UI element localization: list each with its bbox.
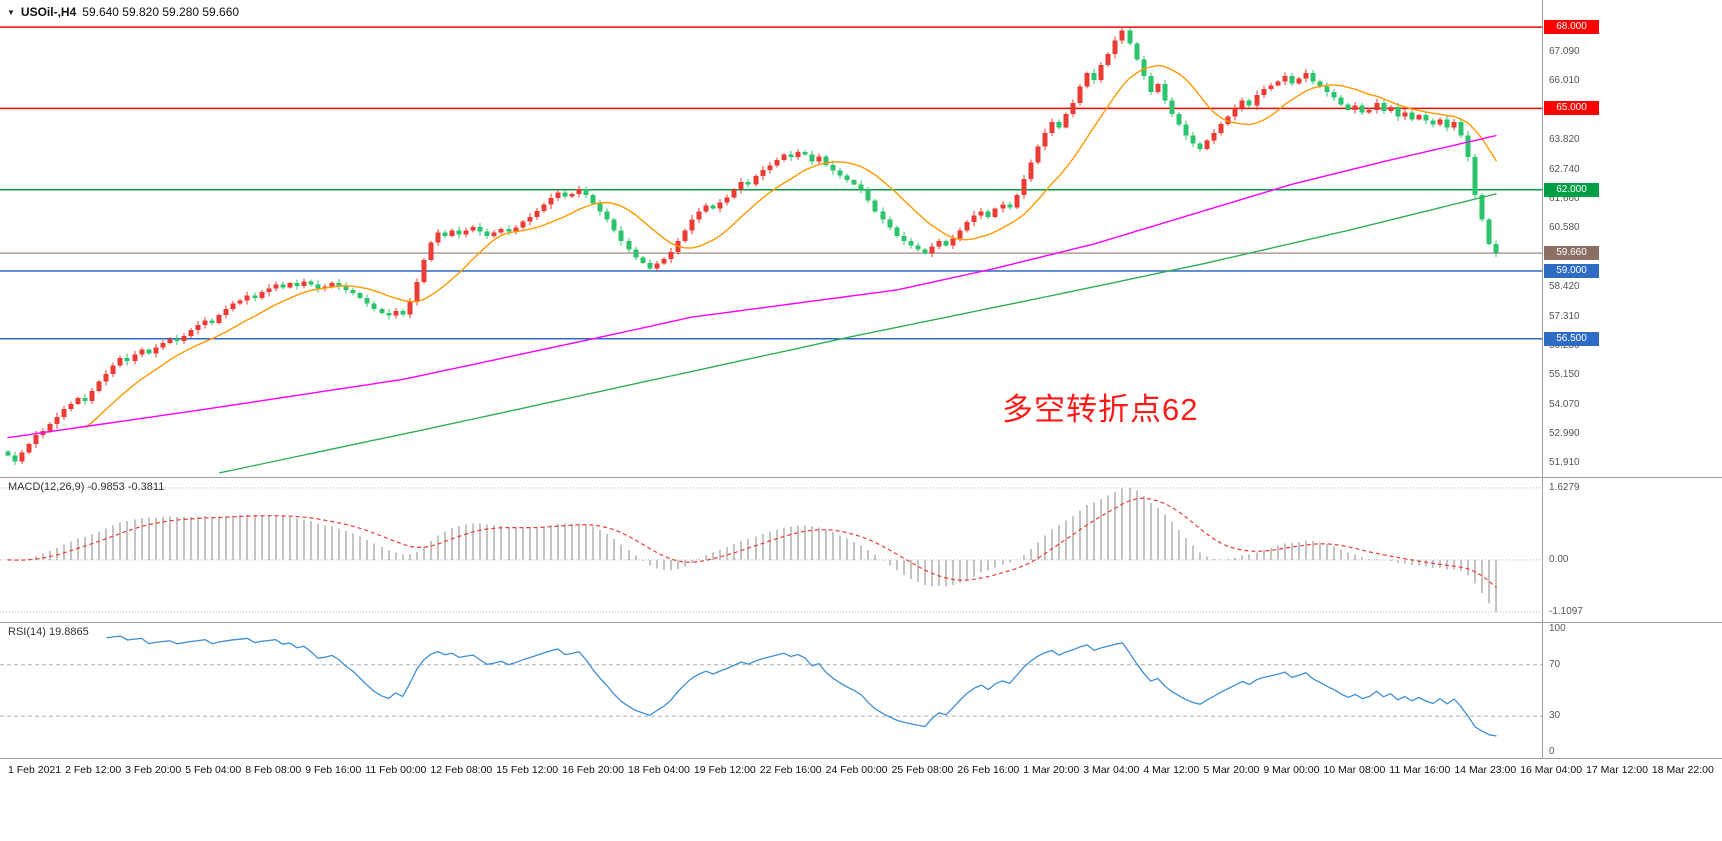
- price-badge-65.000: 65.000: [1544, 101, 1599, 116]
- macd-plot-area[interactable]: MACD(12,26,9) -0.9853 -0.3811: [0, 478, 1542, 622]
- rsi-label: RSI(14): [8, 626, 46, 638]
- time-axis-label: 3 Mar 04:00: [1083, 764, 1140, 776]
- horizontal-level-lines[interactable]: [0, 26, 1542, 340]
- price-tick-label: 54.070: [1549, 398, 1580, 410]
- rsi-tick-label: 100: [1549, 623, 1566, 634]
- price-tick-label: 55.150: [1549, 369, 1580, 381]
- time-axis-label: 1 Feb 2021: [8, 764, 62, 776]
- price-tick-label: 58.420: [1549, 280, 1580, 292]
- time-axis-label: 12 Feb 08:00: [430, 764, 493, 776]
- macd-axis[interactable]: 1.6279 0.00 -1.1097: [1542, 478, 1722, 622]
- time-axis-label: 24 Feb 00:00: [825, 764, 888, 776]
- time-axis-label: 11 Feb 00:00: [365, 764, 427, 776]
- macd-signal-line: [7, 497, 1497, 589]
- time-axis-label: 1 Mar 20:00: [1023, 764, 1080, 776]
- rsi-indicator-label: RSI(14) 19.8865: [8, 626, 89, 638]
- rsi-panel: RSI(14) 19.8865 100 70 30 0: [0, 622, 1722, 758]
- chart-annotation-text[interactable]: 多空转折点62: [1002, 392, 1199, 427]
- price-badge-59.000: 59.000: [1544, 264, 1599, 279]
- candlesticks[interactable]: [5, 27, 1499, 465]
- time-axis-label: 3 Feb 20:00: [125, 764, 182, 776]
- macd-chart-svg[interactable]: [0, 478, 1542, 622]
- rsi-tick-label: 0: [1549, 746, 1555, 757]
- price-tick-label: 57.310: [1549, 310, 1580, 322]
- time-axis-label: 10 Mar 08:00: [1323, 764, 1386, 776]
- price-badge-68.000: 68.000: [1544, 20, 1599, 35]
- rsi-level-lines: [0, 664, 1542, 717]
- rsi-line: [106, 635, 1497, 737]
- macd-zero-label: 0.00: [1549, 553, 1569, 565]
- time-axis-label: 18 Feb 04:00: [628, 764, 690, 776]
- time-axis-label: 26 Feb 16:00: [957, 764, 1020, 776]
- time-axis-label: 22 Feb 16:00: [759, 764, 822, 776]
- time-axis-label: 4 Mar 12:00: [1143, 764, 1200, 776]
- rsi-tick-label: 30: [1549, 710, 1561, 722]
- symbol-info-bar: ▼ USOil-,H4 59.640 59.820 59.280 59.660: [7, 5, 239, 19]
- bottom-margin: [0, 784, 1722, 841]
- ma-medium-line: [7, 134, 1497, 439]
- time-axis-label: 11 Mar 16:00: [1389, 764, 1451, 776]
- time-axis-label: 9 Feb 16:00: [305, 764, 362, 776]
- price-tick-label: 52.990: [1549, 427, 1580, 439]
- time-axis-label: 5 Feb 04:00: [185, 764, 242, 776]
- price-tick-label: 60.580: [1549, 222, 1580, 234]
- price-axis[interactable]: 67.090 66.010 63.820 62.740 61.660 60.580 58.4…: [1542, 0, 1722, 477]
- price-tick-label: 62.740: [1549, 163, 1580, 175]
- time-axis-label: 19 Feb 12:00: [693, 764, 756, 776]
- price-tick-label: 67.090: [1549, 45, 1580, 57]
- ohlc-values: 59.640 59.820 59.280 59.660: [82, 5, 240, 19]
- ma-fast-line: [84, 64, 1498, 429]
- time-axis-label: 2 Feb 12:00: [65, 764, 122, 776]
- symbol-dropdown-icon[interactable]: ▼: [7, 7, 15, 17]
- time-axis-label: 16 Feb 20:00: [562, 764, 625, 776]
- time-axis-label: 15 Feb 12:00: [496, 764, 559, 776]
- time-axis-label: 18 Mar 22:00: [1651, 764, 1714, 776]
- price-panel: 多空转折点62 67.090 66.010 63.820 62.740 61.660 60…: [0, 0, 1722, 477]
- price-badge-62.000: 62.000: [1544, 182, 1599, 197]
- time-axis[interactable]: 1 Feb 2021 2 Feb 12:00 3 Feb 20:00 5 Feb 04…: [0, 758, 1722, 784]
- macd-min-label: -1.1097: [1549, 606, 1583, 618]
- time-axis-label: 25 Feb 08:00: [891, 764, 954, 776]
- current-price-badge: 59.660: [1544, 246, 1599, 261]
- time-axis-label: 16 Mar 04:00: [1520, 764, 1583, 776]
- macd-histogram: [14, 487, 1497, 613]
- macd-indicator-label: MACD(12,26,9) -0.9853 -0.3811: [8, 481, 164, 493]
- time-axis-label: 9 Mar 00:00: [1263, 764, 1320, 776]
- price-plot-area[interactable]: 多空转折点62: [0, 0, 1542, 477]
- macd-gridlines: [0, 487, 1542, 613]
- price-chart-svg[interactable]: [0, 0, 1542, 477]
- moving-averages: [7, 64, 1498, 474]
- time-axis-label: 5 Mar 20:00: [1203, 764, 1260, 776]
- time-axis-label: 8 Feb 08:00: [245, 764, 302, 776]
- price-tick-label: 63.820: [1549, 134, 1580, 146]
- price-tick-label: 61.660: [1549, 192, 1580, 204]
- macd-max-label: 1.6279: [1549, 481, 1580, 493]
- price-tick-label: 66.010: [1549, 75, 1580, 87]
- rsi-value: 19.8865: [48, 626, 89, 638]
- ma-slow-line: [219, 193, 1497, 474]
- symbol-timeframe-label: USOil-,H4: [20, 5, 77, 19]
- time-axis-label: 17 Mar 12:00: [1586, 764, 1648, 776]
- rsi-axis[interactable]: 100 70 30 0: [1542, 623, 1722, 758]
- rsi-tick-label: 70: [1549, 658, 1561, 670]
- time-axis-label: 14 Mar 23:00: [1454, 764, 1517, 776]
- macd-values: -0.9853 -0.3811: [87, 481, 165, 493]
- macd-panel: MACD(12,26,9) -0.9853 -0.3811 1.6279 0.00…: [0, 477, 1722, 622]
- price-badge-56.500: 56.500: [1544, 331, 1599, 346]
- rsi-plot-area[interactable]: RSI(14) 19.8865: [0, 623, 1542, 758]
- rsi-chart-svg[interactable]: [0, 623, 1542, 758]
- price-tick-label: 51.910: [1549, 457, 1580, 469]
- macd-label: MACD(12,26,9): [8, 481, 85, 493]
